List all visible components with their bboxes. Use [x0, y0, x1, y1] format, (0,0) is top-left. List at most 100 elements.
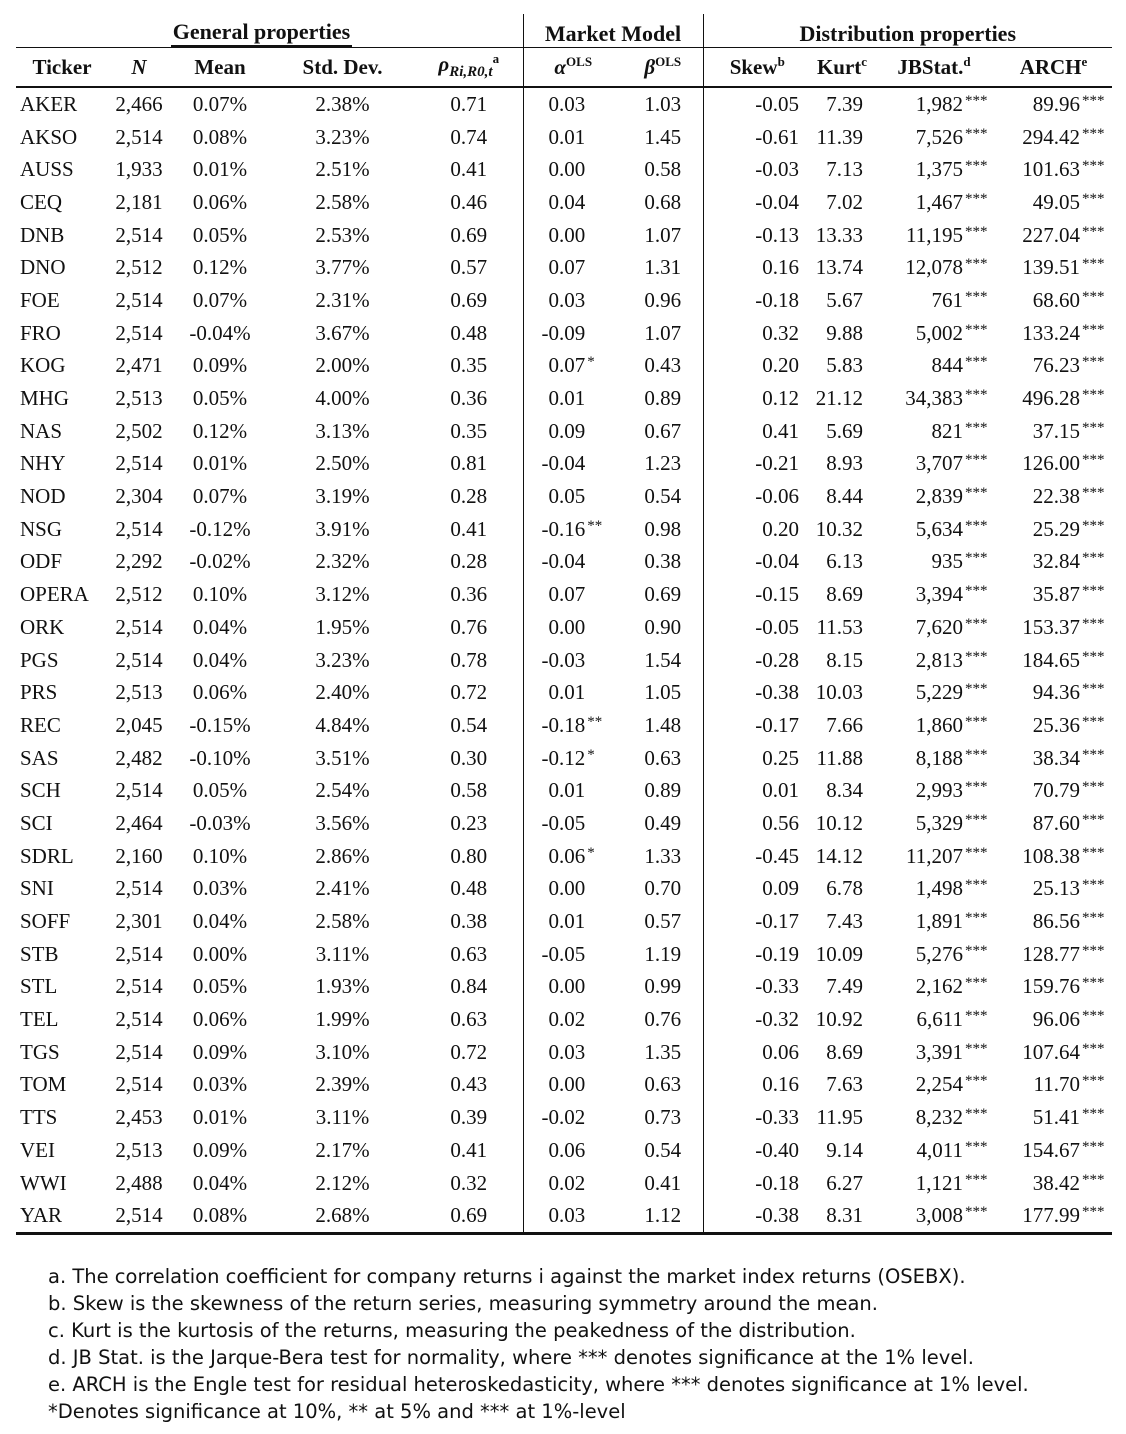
cell-std-dev: 2.32% — [315, 549, 370, 574]
header-beta-ols: βOLS — [623, 47, 704, 88]
cell-jb-stat: 3,394 *** — [915, 582, 988, 607]
cell-std-dev: 3.23% — [315, 124, 370, 149]
cell-kurt: 11.39 — [816, 124, 863, 149]
cell-beta: 1.23 — [623, 447, 704, 481]
cell-ticker: DNO — [20, 255, 66, 280]
cell-n: 2,514 — [115, 287, 163, 312]
table-row: NAS 2,502 0.12% 3.13% 0.35 0.09 0.67 0.41 5.69 82… — [16, 414, 1112, 448]
cell-jb-stat: 3,707 *** — [915, 451, 988, 476]
cell-ticker: NHY — [20, 451, 66, 476]
table-row: TOM 2,514 0.03% 2.39% 0.43 0.00 0.63 0.16 7.63 2,… — [16, 1068, 1112, 1102]
cell-ticker: VEI — [20, 1137, 55, 1162]
cell-beta: 1.12 — [623, 1199, 704, 1236]
cell-n: 2,514 — [115, 320, 163, 345]
header-n: N — [108, 47, 170, 88]
table-row: AUSS 1,933 0.01% 2.51% 0.41 0.00 0.58 -0.03 7.13… — [16, 153, 1112, 187]
cell-ticker: AKER — [20, 91, 78, 116]
cell-rho: 0.46 — [415, 186, 524, 219]
cell-kurt: 9.14 — [826, 1137, 863, 1162]
cell-ticker: FRO — [20, 320, 61, 345]
cell-beta: 0.98 — [623, 512, 704, 546]
cell-beta: 1.48 — [623, 709, 704, 742]
cell-std-dev: 4.84% — [315, 712, 370, 737]
cell-ticker: SOFF — [20, 909, 71, 934]
cell-jb-stat: 34,383 *** — [905, 386, 988, 411]
cell-kurt: 10.12 — [815, 810, 863, 835]
cell-arch: 35.87 *** — [1032, 582, 1105, 607]
cell-alpha: 0.04 — [548, 189, 586, 214]
cell-arch: 38.34 *** — [1032, 745, 1105, 770]
table-row: NSG 2,514 -0.12% 3.91% 0.41 -0.16 ** 0.98 0.20 10… — [16, 512, 1112, 546]
cell-n: 2,502 — [115, 418, 163, 443]
cell-kurt: 7.49 — [826, 974, 863, 999]
cell-rho: 0.72 — [415, 1035, 524, 1069]
cell-kurt: 6.27 — [826, 1170, 863, 1195]
cell-kurt: 7.02 — [826, 189, 863, 214]
cell-mean: -0.03% — [189, 810, 251, 835]
cell-std-dev: 2.68% — [270, 1199, 415, 1236]
cell-rho: 0.41 — [415, 512, 524, 546]
cell-n: 2,514 — [115, 974, 163, 999]
cell-alpha: 0.09 — [548, 418, 586, 443]
cell-ticker: FOE — [20, 287, 60, 312]
cell-skew: 0.20 — [762, 516, 799, 541]
cell-arch: 38.42 *** — [1032, 1170, 1105, 1195]
cell-beta: 0.67 — [623, 414, 704, 448]
cell-rho: 0.84 — [415, 970, 524, 1004]
cell-mean: 0.04% — [192, 614, 248, 639]
cell-arch: 51.41 *** — [1032, 1105, 1105, 1130]
cell-jb-stat: 761 *** — [931, 287, 988, 312]
cell-mean: -0.12% — [189, 516, 251, 541]
column-header-row: Ticker N Mean Std. Dev. ρRi,R0,ta αOLS β… — [16, 47, 1112, 88]
cell-jb-stat: 2,839 *** — [915, 484, 988, 509]
cell-mean: 0.09% — [192, 1039, 248, 1064]
cell-rho: 0.23 — [415, 807, 524, 840]
cell-mean: 0.09% — [192, 1137, 248, 1162]
cell-arch: 126.00 *** — [1022, 451, 1105, 476]
cell-beta: 0.58 — [623, 153, 704, 187]
cell-n: 2,514 — [115, 1007, 163, 1032]
cell-mean: 0.01% — [192, 1105, 248, 1130]
cell-skew: 0.01 — [762, 778, 799, 803]
cell-ticker: SCH — [20, 778, 61, 803]
table-row: PRS 2,513 0.06% 2.40% 0.72 0.01 1.05 -0.38 10.03… — [16, 676, 1112, 710]
cell-rho: 0.69 — [415, 218, 524, 252]
cell-beta: 0.63 — [623, 1068, 704, 1102]
cell-std-dev: 2.12% — [315, 1170, 370, 1195]
statistics-table: General properties Market Model Distribu… — [16, 14, 1112, 1236]
cell-jb-stat: 6,611 *** — [916, 1007, 988, 1032]
cell-arch: 25.13 *** — [1032, 876, 1105, 901]
cell-skew: 0.09 — [762, 876, 799, 901]
cell-jb-stat: 5,634 *** — [915, 516, 988, 541]
cell-alpha: -0.09 — [541, 320, 586, 345]
cell-arch: 133.24 *** — [1022, 320, 1105, 345]
cell-beta: 0.99 — [623, 970, 704, 1004]
cell-n: 2,514 — [115, 222, 163, 247]
header-kurt: Kurtc — [811, 47, 873, 88]
cell-rho: 0.38 — [415, 905, 524, 938]
cell-kurt: 8.93 — [826, 451, 863, 476]
cell-alpha: 0.02 — [548, 1007, 586, 1032]
cell-alpha: -0.05 — [541, 810, 586, 835]
cell-n: 2,514 — [115, 778, 163, 803]
cell-skew: 0.16 — [762, 1072, 799, 1097]
cell-jb-stat: 3,391 *** — [915, 1039, 988, 1064]
cell-arch: 86.56 *** — [1032, 909, 1105, 934]
cell-std-dev: 3.51% — [315, 745, 370, 770]
group-market-model: Market Model — [523, 14, 704, 48]
cell-jb-stat: 11,207 *** — [906, 843, 988, 868]
cell-beta: 1.31 — [623, 251, 704, 285]
table-row: STL 2,514 0.05% 1.93% 0.84 0.00 0.99 -0.33 7.49 2… — [16, 970, 1112, 1004]
cell-kurt: 5.67 — [826, 287, 863, 312]
cell-kurt: 10.92 — [815, 1007, 863, 1032]
cell-skew: -0.38 — [755, 680, 799, 705]
cell-ticker: KOG — [20, 353, 66, 378]
cell-jb-stat: 4,011 *** — [916, 1137, 988, 1162]
cell-ticker: TGS — [20, 1039, 60, 1064]
cell-beta: 0.73 — [623, 1101, 704, 1134]
cell-alpha: 0.00 — [548, 1072, 586, 1097]
cell-skew: -0.15 — [755, 582, 799, 607]
cell-beta: 0.63 — [623, 741, 704, 775]
cell-std-dev: 3.12% — [315, 582, 370, 607]
cell-skew: -0.03 — [755, 157, 799, 182]
